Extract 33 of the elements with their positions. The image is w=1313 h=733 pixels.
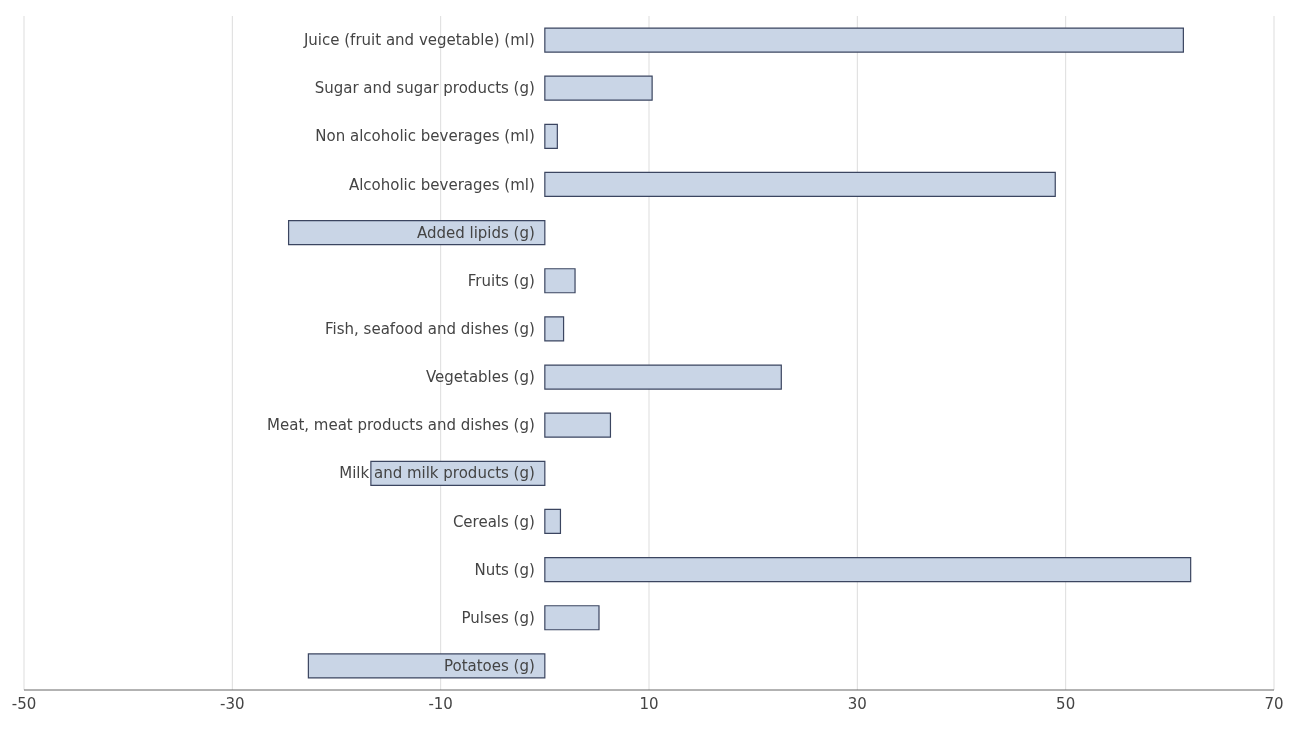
x-tick-label: -50 — [11, 694, 37, 713]
y-tick-label: Fruits (g) — [467, 271, 535, 290]
y-tick-label: Cereals (g) — [452, 512, 535, 531]
y-tick-label: Pulses (g) — [461, 608, 535, 627]
y-tick-label: Alcoholic beverages (ml) — [348, 175, 535, 194]
y-tick-label: Fish, seafood and dishes (g) — [325, 319, 535, 338]
bar — [544, 27, 1184, 53]
y-tick-label: Potatoes (g) — [443, 656, 535, 675]
y-tick-label: Sugar and sugar products (g) — [314, 79, 535, 98]
x-tick-label: -10 — [428, 694, 453, 713]
bar — [307, 653, 546, 679]
y-tick-label: Non alcoholic beverages (ml) — [315, 127, 535, 146]
bar — [544, 171, 1056, 198]
x-tick-label: 70 — [1264, 694, 1284, 713]
bar — [544, 508, 562, 535]
x-tick-label: 30 — [847, 694, 867, 713]
bar — [544, 268, 576, 294]
x-tick-label: 10 — [639, 694, 659, 713]
y-tick-label: Meat, meat products and dishes (g) — [267, 416, 535, 435]
y-tick-label: Added lipids (g) — [416, 223, 535, 242]
y-tick-label: Nuts (g) — [474, 560, 535, 579]
bar — [544, 364, 782, 390]
bar — [544, 412, 612, 438]
x-tick-label: 50 — [1056, 694, 1076, 713]
bar — [544, 557, 1192, 583]
bar — [544, 75, 653, 101]
bar — [544, 605, 600, 631]
bar — [544, 316, 565, 342]
y-tick-label: Vegetables (g) — [425, 368, 535, 387]
bar — [544, 123, 558, 149]
y-tick-label: Juice (fruit and vegetable) (ml) — [302, 31, 535, 50]
x-tick-label: -30 — [220, 694, 245, 713]
y-tick-label: Milk and milk products (g) — [339, 464, 535, 483]
